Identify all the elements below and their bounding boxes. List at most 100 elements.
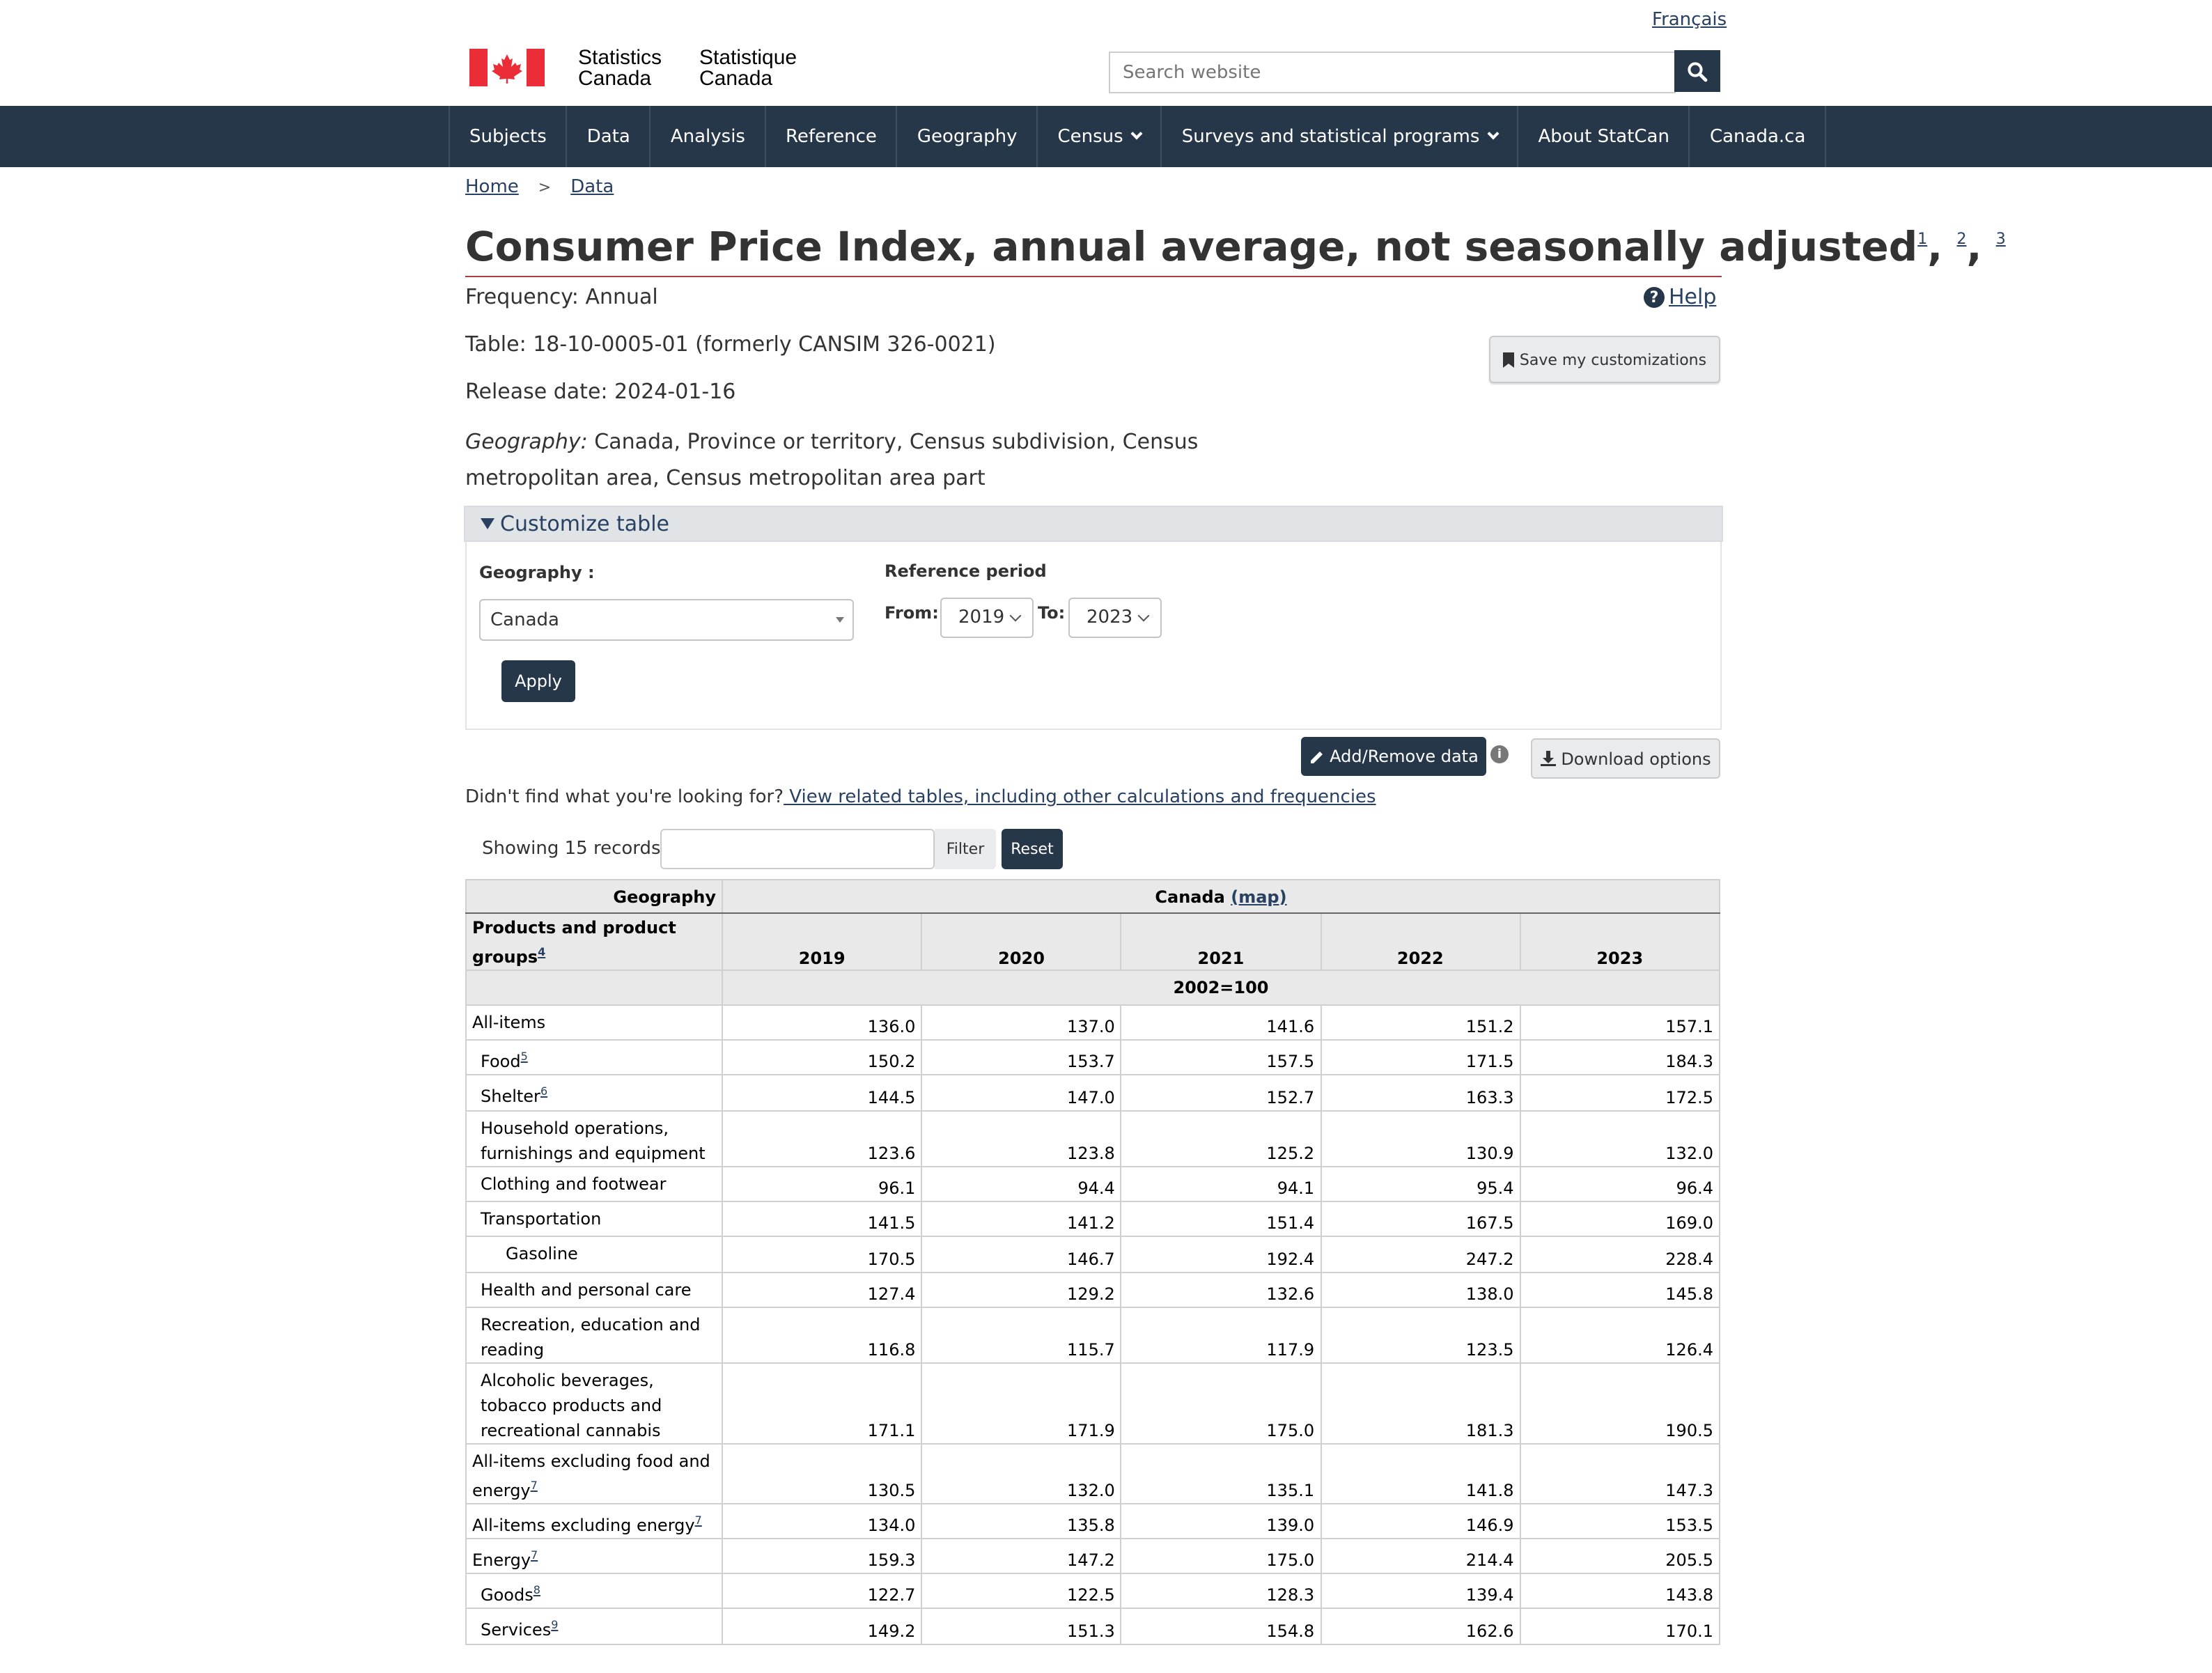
customize-table-toggle[interactable]: Customize table: [464, 506, 1723, 542]
from-year-select[interactable]: 2019: [940, 598, 1034, 638]
download-options-button[interactable]: Download options: [1531, 738, 1720, 779]
data-cell: 157.1: [1519, 1004, 1721, 1041]
menu-item-data[interactable]: Data: [566, 106, 650, 167]
row-label: Alcoholic beverages, tobacco products an…: [465, 1362, 723, 1445]
data-cell: 141.6: [1120, 1004, 1322, 1041]
cpi-data-table: Geography Canada (map) Products and prod…: [465, 879, 1721, 1645]
year-column-header: 2023: [1519, 912, 1721, 971]
reset-button[interactable]: Reset: [1002, 829, 1063, 869]
page-title: Consumer Price Index, annual average, no…: [465, 215, 2006, 277]
filter-button[interactable]: Filter: [935, 829, 996, 869]
row-label: Transportation: [465, 1201, 723, 1237]
row-label: Clothing and footwear: [465, 1166, 723, 1202]
data-cell: 151.3: [921, 1608, 1122, 1645]
canada-column-header: Canada (map): [722, 879, 1720, 914]
save-customizations-label: Save my customizations: [1519, 350, 1707, 368]
data-cell: 172.5: [1519, 1074, 1721, 1112]
apply-button[interactable]: Apply: [501, 660, 575, 702]
main-menu-bar: Subjects Data Analysis Reference Geography Ce…: [0, 106, 2212, 167]
data-cell: 159.3: [721, 1538, 923, 1574]
didnt-find-text: Didn't find what you're looking for?: [465, 787, 784, 808]
data-cell: 135.1: [1120, 1443, 1322, 1504]
data-cell: 138.0: [1320, 1272, 1521, 1308]
data-cell: 171.1: [721, 1362, 923, 1445]
products-note-link[interactable]: 4: [538, 946, 546, 958]
search-button[interactable]: [1674, 50, 1720, 92]
data-cell: 116.8: [721, 1307, 923, 1364]
row-label: Goods8: [465, 1573, 723, 1609]
map-link[interactable]: (map): [1231, 887, 1287, 906]
menu-item-canada-ca[interactable]: Canada.ca: [1688, 106, 1827, 167]
menu-item-subjects[interactable]: Subjects: [449, 106, 566, 167]
data-cell: 170.5: [721, 1236, 923, 1273]
breadcrumb-home-link[interactable]: Home: [465, 177, 519, 198]
menu-item-about-statcan[interactable]: About StatCan: [1517, 106, 1689, 167]
table-row: Alcoholic beverages, tobacco products an…: [465, 1362, 1721, 1445]
data-cell: 147.0: [921, 1074, 1122, 1112]
data-cell: 151.2: [1320, 1004, 1521, 1041]
row-note-link[interactable]: 6: [540, 1085, 548, 1098]
row-label-text: Shelter: [481, 1087, 540, 1106]
geography-select[interactable]: Canada: [479, 599, 854, 641]
row-label: All-items excluding food and energy7: [465, 1443, 723, 1504]
table-row: All-items excluding energy7 134.0 135.8 139…: [465, 1503, 1721, 1539]
row-label-text: All-items excluding energy: [472, 1516, 695, 1535]
title-note-3[interactable]: 3: [1995, 230, 2006, 248]
menu-item-census[interactable]: Census: [1036, 106, 1160, 167]
to-year-select[interactable]: 2023: [1068, 598, 1162, 638]
year-column-header: 2019: [721, 912, 923, 971]
geography-description: Geography: Canada, Province or territory…: [465, 423, 1204, 496]
data-cell: 171.5: [1320, 1039, 1521, 1075]
table-row: Energy7 159.3 147.2 175.0 214.4 205.5: [465, 1538, 1721, 1574]
row-label-text: Food: [481, 1052, 521, 1071]
filter-input[interactable]: [660, 829, 935, 869]
title-note-2[interactable]: 2: [1956, 230, 1967, 248]
related-tables-link[interactable]: View related tables, including other cal…: [784, 787, 1376, 808]
data-cell: 117.9: [1120, 1307, 1322, 1364]
data-cell: 146.7: [921, 1236, 1122, 1273]
signature-french: Statistique Canada: [699, 47, 797, 89]
data-cell: 123.8: [921, 1110, 1122, 1167]
data-cell: 163.3: [1320, 1074, 1521, 1112]
row-note-link[interactable]: 9: [551, 1619, 559, 1631]
canada-flag-icon[interactable]: [469, 49, 545, 86]
data-cell: 144.5: [721, 1074, 923, 1112]
row-label: Food5: [465, 1039, 723, 1075]
table-row: All-items 136.0 137.0 141.6 151.2 157.1: [465, 1004, 1721, 1041]
menu-item-label: About StatCan: [1538, 126, 1669, 147]
menu-item-label: Canada.ca: [1709, 126, 1806, 147]
data-cell: 134.0: [721, 1503, 923, 1539]
data-cell: 169.0: [1519, 1201, 1721, 1237]
row-note-link[interactable]: 7: [531, 1549, 538, 1562]
row-note-link[interactable]: 7: [694, 1514, 702, 1527]
release-date-text: Release date: 2024-01-16: [465, 379, 736, 404]
save-customizations-button[interactable]: Save my customizations: [1489, 336, 1720, 383]
data-cell: 139.4: [1320, 1573, 1521, 1609]
menu-item-surveys-and-statistical-programs[interactable]: Surveys and statistical programs: [1160, 106, 1518, 167]
data-cell: 135.8: [921, 1503, 1122, 1539]
help-link[interactable]: ? Help: [1644, 284, 1716, 309]
row-note-link[interactable]: 5: [520, 1050, 528, 1063]
add-remove-data-button[interactable]: Add/Remove data: [1301, 737, 1486, 776]
table-row: Transportation 141.5 141.2 151.4 167.5 169.0: [465, 1201, 1721, 1237]
data-cell: 181.3: [1320, 1362, 1521, 1445]
row-label: Energy7: [465, 1538, 723, 1574]
row-note-link[interactable]: 7: [530, 1479, 538, 1492]
table-row: Services9 149.2 151.3 154.8 162.6 170.1: [465, 1608, 1721, 1645]
menu-item-geography[interactable]: Geography: [896, 106, 1037, 167]
menu-item-analysis[interactable]: Analysis: [649, 106, 765, 167]
row-note-link[interactable]: 8: [533, 1584, 540, 1596]
data-cell: 152.7: [1120, 1074, 1322, 1112]
table-row: All-items excluding food and energy7 130.…: [465, 1443, 1721, 1504]
data-cell: 125.2: [1120, 1110, 1322, 1167]
menu-item-label: Data: [586, 126, 630, 147]
data-cell: 154.8: [1120, 1608, 1322, 1645]
menu-item-reference[interactable]: Reference: [764, 106, 896, 167]
search-input[interactable]: [1109, 52, 1676, 93]
title-note-1[interactable]: 1: [1917, 230, 1928, 248]
data-cell: 228.4: [1519, 1236, 1721, 1273]
info-icon[interactable]: i: [1490, 745, 1509, 763]
language-toggle-link[interactable]: Français: [1652, 10, 1727, 31]
data-cell: 190.5: [1519, 1362, 1721, 1445]
breadcrumb-data-link[interactable]: Data: [570, 177, 614, 198]
